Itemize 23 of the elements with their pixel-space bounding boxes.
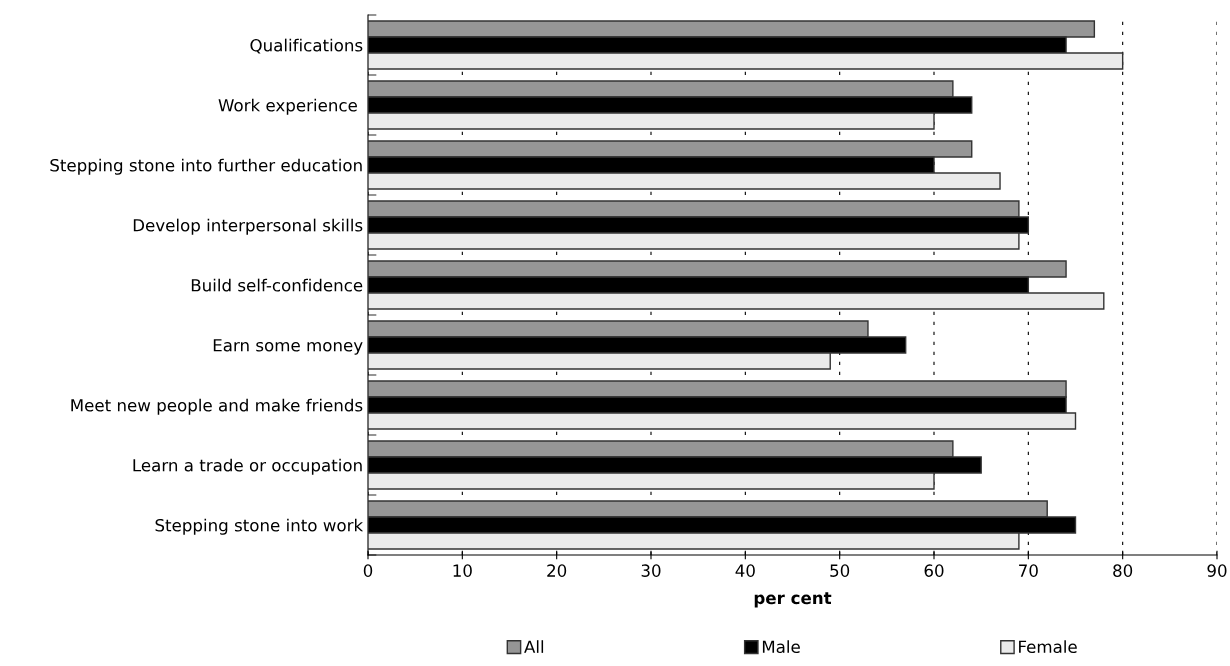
x-tick-label: 90: [1207, 564, 1227, 577]
x-tick-label: 70: [1019, 564, 1038, 577]
legend-label: All: [524, 640, 544, 653]
y-tick-label: Qualifications: [250, 38, 363, 54]
y-tick-label: Earn some money: [213, 339, 363, 355]
x-tick-label: 50: [830, 564, 850, 577]
x-tick-label: 40: [735, 564, 755, 577]
legend-label: Male: [762, 640, 800, 654]
x-tick-label: 20: [547, 564, 567, 577]
y-tick-label: Develop interpersonal skills: [133, 218, 363, 235]
x-tick-label: 10: [453, 564, 472, 577]
x-tick-label: 0: [363, 564, 373, 577]
x-tick-label: 30: [641, 564, 661, 577]
x-tick-label: 60: [924, 564, 944, 577]
x-axis-title: per cent: [754, 592, 832, 608]
y-tick-label: Meet new people and make friends: [71, 398, 363, 415]
y-tick-label: Work experience: [218, 98, 357, 115]
y-tick-label: Stepping stone into work: [155, 518, 364, 535]
x-tick-label: 80: [1113, 564, 1133, 577]
y-tick-label: Learn a trade or occupation: [133, 458, 362, 475]
legend-label: Female: [1019, 640, 1077, 654]
y-tick-label: Build self-confidence: [191, 278, 363, 292]
y-tick-label: Stepping stone into further education: [50, 158, 362, 175]
